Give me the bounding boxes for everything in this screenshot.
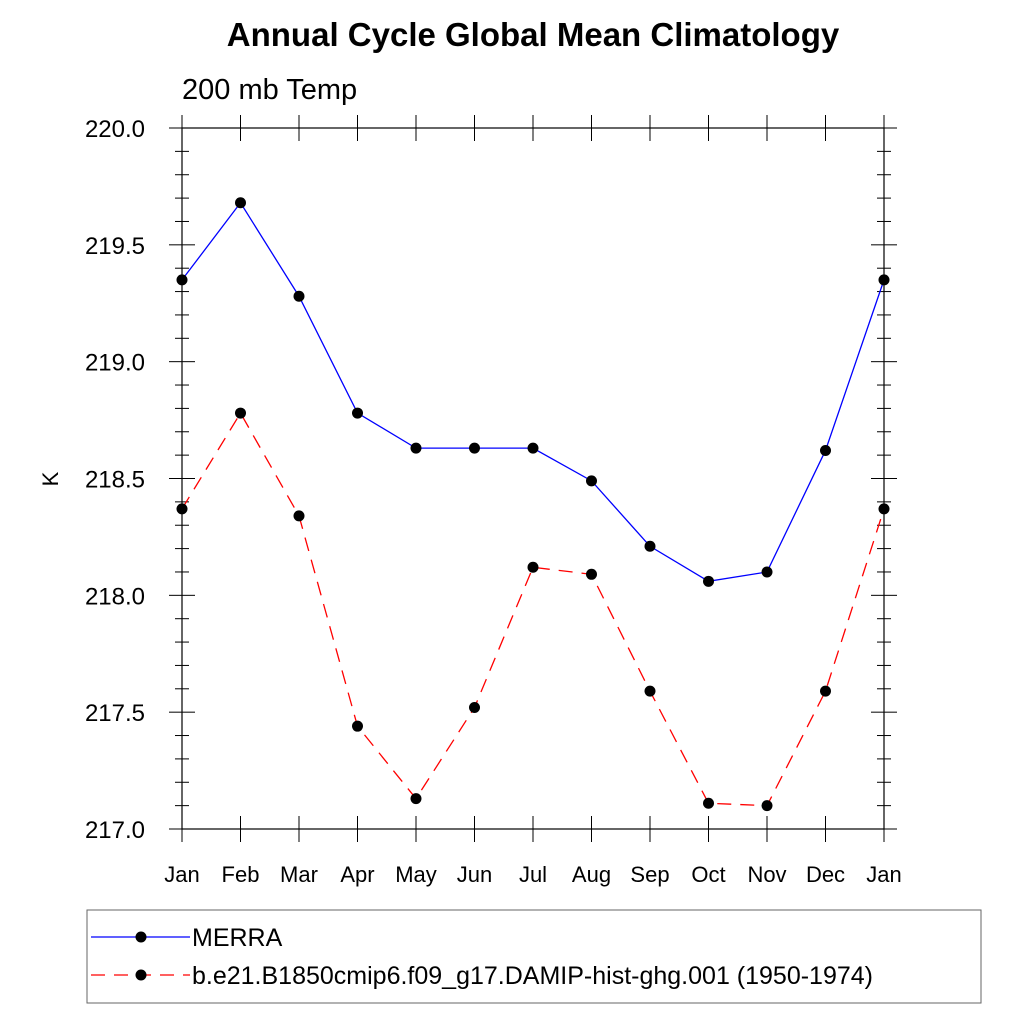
series-line-1 [181, 411, 885, 807]
data-point-1 [469, 701, 480, 713]
y-tick-label: 219.0 [85, 350, 145, 377]
y-tick-label: 217.0 [85, 817, 145, 844]
data-point-1 [176, 503, 188, 515]
axis-ticks [169, 115, 897, 842]
data-point-0 [527, 442, 539, 454]
data-point-1 [586, 568, 597, 580]
x-tick-label: Jun [457, 862, 492, 887]
legend-marker-1 [135, 969, 147, 981]
plot-frame [181, 127, 885, 830]
data-point-0 [469, 442, 480, 454]
y-tick-label: 220.0 [85, 116, 145, 143]
data-point-0 [644, 540, 656, 552]
legend-marker-0 [135, 931, 147, 943]
data-point-0 [235, 197, 246, 209]
tick-labels: Jan Feb Mar Apr May Jun Jul Aug Sep Oct Nov Dec Jan 2… [85, 116, 902, 887]
chart-subtitle: 200 mb Temp [182, 74, 357, 106]
data-point-0 [878, 274, 890, 286]
data-point-1 [644, 685, 656, 697]
chart-title: Annual Cycle Global Mean Climatology [227, 16, 840, 53]
y-tick-label: 219.5 [85, 233, 145, 260]
y-tick-label: 217.5 [85, 700, 145, 727]
x-tick-label: May [395, 862, 437, 887]
data-point-1 [235, 407, 246, 419]
x-tick-label: Mar [280, 862, 318, 887]
y-axis-label: K [38, 471, 63, 486]
data-point-0 [761, 566, 773, 578]
data-point-0 [293, 290, 305, 302]
data-point-1 [352, 720, 363, 732]
data-point-0 [586, 475, 597, 487]
x-tick-label: Aug [572, 862, 611, 887]
data-point-1 [410, 793, 422, 805]
y-tick-label: 218.0 [85, 583, 145, 610]
x-tick-label: Sep [630, 862, 669, 887]
x-tick-label: Dec [806, 862, 845, 887]
x-tick-label: Jul [519, 862, 547, 887]
y-tick-label: 218.5 [85, 467, 145, 494]
data-point-0 [176, 274, 188, 286]
x-tick-label: Jan [866, 862, 901, 887]
x-tick-label: Apr [340, 862, 374, 887]
data-point-1 [820, 685, 831, 697]
series-layer [176, 197, 890, 812]
x-tick-label: Nov [747, 862, 786, 887]
x-tick-label: Oct [691, 862, 725, 887]
data-point-0 [410, 442, 422, 454]
data-point-1 [878, 503, 890, 515]
data-point-1 [761, 800, 773, 812]
x-tick-label: Feb [222, 862, 260, 887]
x-tick-label: Jan [164, 862, 199, 887]
legend-items: MERRA b.e21.B1850cmip6.f09_g17.DAMIP-hist… [91, 924, 873, 990]
data-point-1 [703, 797, 714, 809]
legend-box [86, 909, 982, 1004]
data-point-1 [527, 561, 539, 573]
series-line-0 [181, 201, 885, 582]
data-point-0 [703, 575, 714, 587]
legend-label-1: b.e21.B1850cmip6.f09_g17.DAMIP-hist-ghg.… [192, 962, 873, 990]
data-point-0 [820, 444, 831, 456]
data-point-1 [293, 510, 305, 522]
legend-label-0: MERRA [192, 924, 283, 952]
data-point-0 [352, 407, 363, 419]
